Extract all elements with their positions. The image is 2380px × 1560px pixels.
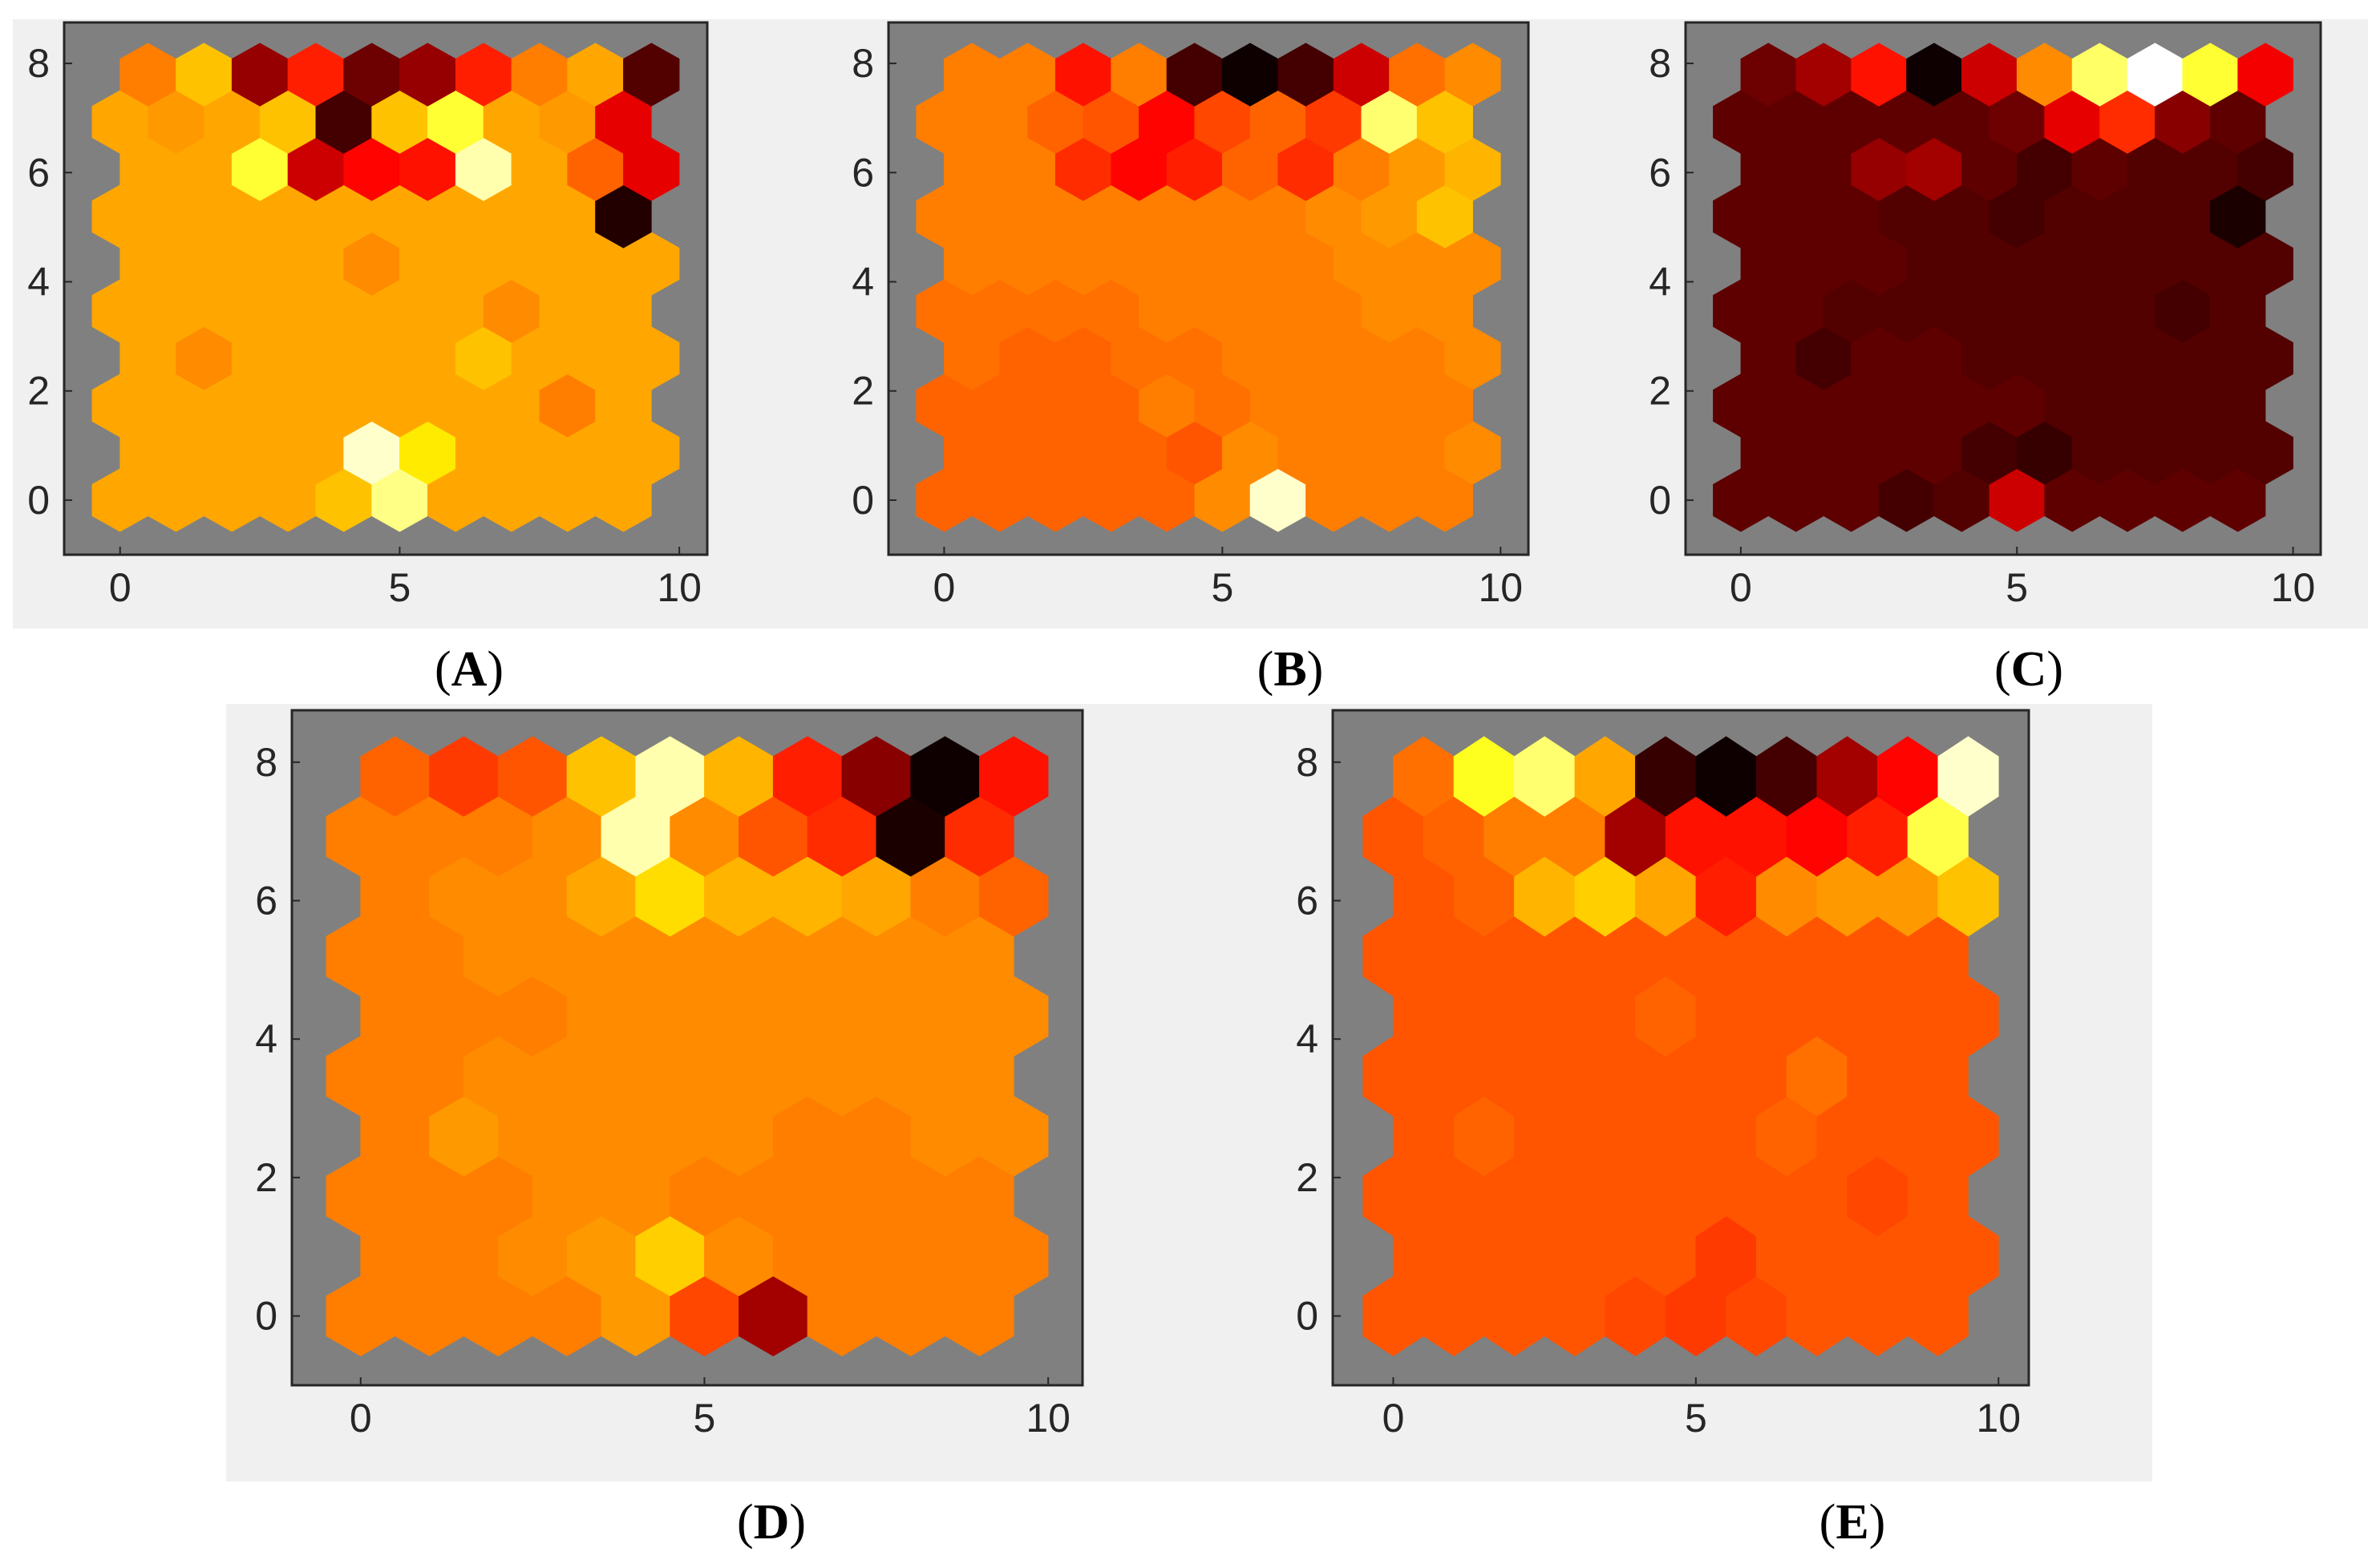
x-tick-label: 10 xyxy=(1976,1396,2021,1441)
panel-E: 0 5 10 0 2 4 6 8 xyxy=(1261,704,2152,1481)
y-tick-label: 0 xyxy=(255,1294,277,1339)
x-tick-label: 5 xyxy=(2006,565,2028,610)
y-tick-label: 8 xyxy=(255,740,277,785)
axes-frame xyxy=(1684,21,2322,556)
hex-cell xyxy=(623,42,680,107)
y-tick-label: 0 xyxy=(1649,478,1671,523)
y-tick-label: 4 xyxy=(852,259,874,304)
y-tick-label: 8 xyxy=(1296,740,1318,785)
y-tick-label: 0 xyxy=(852,478,874,523)
caption-C: (C) xyxy=(1993,642,2064,697)
x-tick-label: 0 xyxy=(933,565,955,610)
heatmap-A: 0 5 10 0 2 4 6 8 xyxy=(27,21,709,610)
y-tick-label: 2 xyxy=(1296,1155,1318,1200)
x-tick-label: 10 xyxy=(657,565,702,610)
panel-C: 0 5 10 0 2 4 6 8 xyxy=(1634,19,2368,628)
caption-B: (B) xyxy=(1257,642,1324,697)
axes-frame xyxy=(1331,709,2030,1387)
hex-cell xyxy=(979,736,1049,817)
panel-B: 0 5 10 0 2 4 6 8 xyxy=(829,19,1634,628)
y-tick-label: 2 xyxy=(255,1155,277,1200)
caption-A-label: A xyxy=(451,642,488,697)
y-tick-label: 4 xyxy=(1649,259,1671,304)
y-tick-label: 4 xyxy=(1296,1016,1318,1061)
x-tick-label: 10 xyxy=(2271,565,2316,610)
x-tick-label: 0 xyxy=(1382,1396,1405,1441)
y-tick-label: 8 xyxy=(27,41,50,86)
heatmap-C: 0 5 10 0 2 4 6 8 xyxy=(1649,21,2322,610)
x-tick-label: 5 xyxy=(694,1396,716,1441)
axes-frame xyxy=(887,21,1530,556)
x-tick-label: 5 xyxy=(1211,565,1233,610)
y-tick-label: 6 xyxy=(27,150,50,195)
y-tick-label: 2 xyxy=(852,369,874,414)
caption-B-label: B xyxy=(1273,642,1307,697)
y-tick-label: 8 xyxy=(1649,41,1671,86)
x-tick-label: 10 xyxy=(1026,1396,1071,1441)
heatmap-B: 0 5 10 0 2 4 6 8 xyxy=(852,21,1530,610)
panel-A: 0 5 10 0 2 4 6 8 xyxy=(13,19,829,628)
caption-C-label: C xyxy=(2010,642,2047,697)
y-tick-label: 4 xyxy=(255,1016,277,1061)
y-tick-label: 4 xyxy=(27,259,50,304)
x-tick-label: 5 xyxy=(1685,1396,1707,1441)
caption-E-label: E xyxy=(1836,1495,1869,1550)
y-tick-label: 2 xyxy=(1649,369,1671,414)
caption-E: (E) xyxy=(1819,1495,1886,1550)
hex-cell xyxy=(2237,42,2293,107)
x-tick-label: 0 xyxy=(350,1396,372,1441)
heatmap-D: 0 5 10 0 2 4 6 8 xyxy=(255,709,1084,1441)
y-tick-label: 0 xyxy=(1296,1294,1318,1339)
y-tick-label: 6 xyxy=(852,150,874,195)
y-tick-label: 2 xyxy=(27,369,50,414)
y-tick-label: 6 xyxy=(1296,878,1318,923)
y-tick-label: 8 xyxy=(852,41,874,86)
caption-A: (A) xyxy=(434,642,504,697)
x-tick-label: 10 xyxy=(1478,565,1523,610)
axes-frame xyxy=(63,21,709,556)
caption-D-label: D xyxy=(753,1495,790,1550)
x-tick-label: 5 xyxy=(389,565,411,610)
caption-D: (D) xyxy=(736,1495,807,1550)
axes-frame xyxy=(290,709,1084,1387)
y-tick-label: 6 xyxy=(255,878,277,923)
x-tick-label: 0 xyxy=(1730,565,1752,610)
heatmap-E: 0 5 10 0 2 4 6 8 xyxy=(1296,709,2030,1441)
x-tick-label: 0 xyxy=(109,565,132,610)
panel-D: 0 5 10 0 2 4 6 8 xyxy=(226,704,1261,1481)
hex-cell xyxy=(1444,42,1501,107)
y-tick-label: 0 xyxy=(27,478,50,523)
hex-cell xyxy=(1937,736,1999,817)
y-tick-label: 6 xyxy=(1649,150,1671,195)
